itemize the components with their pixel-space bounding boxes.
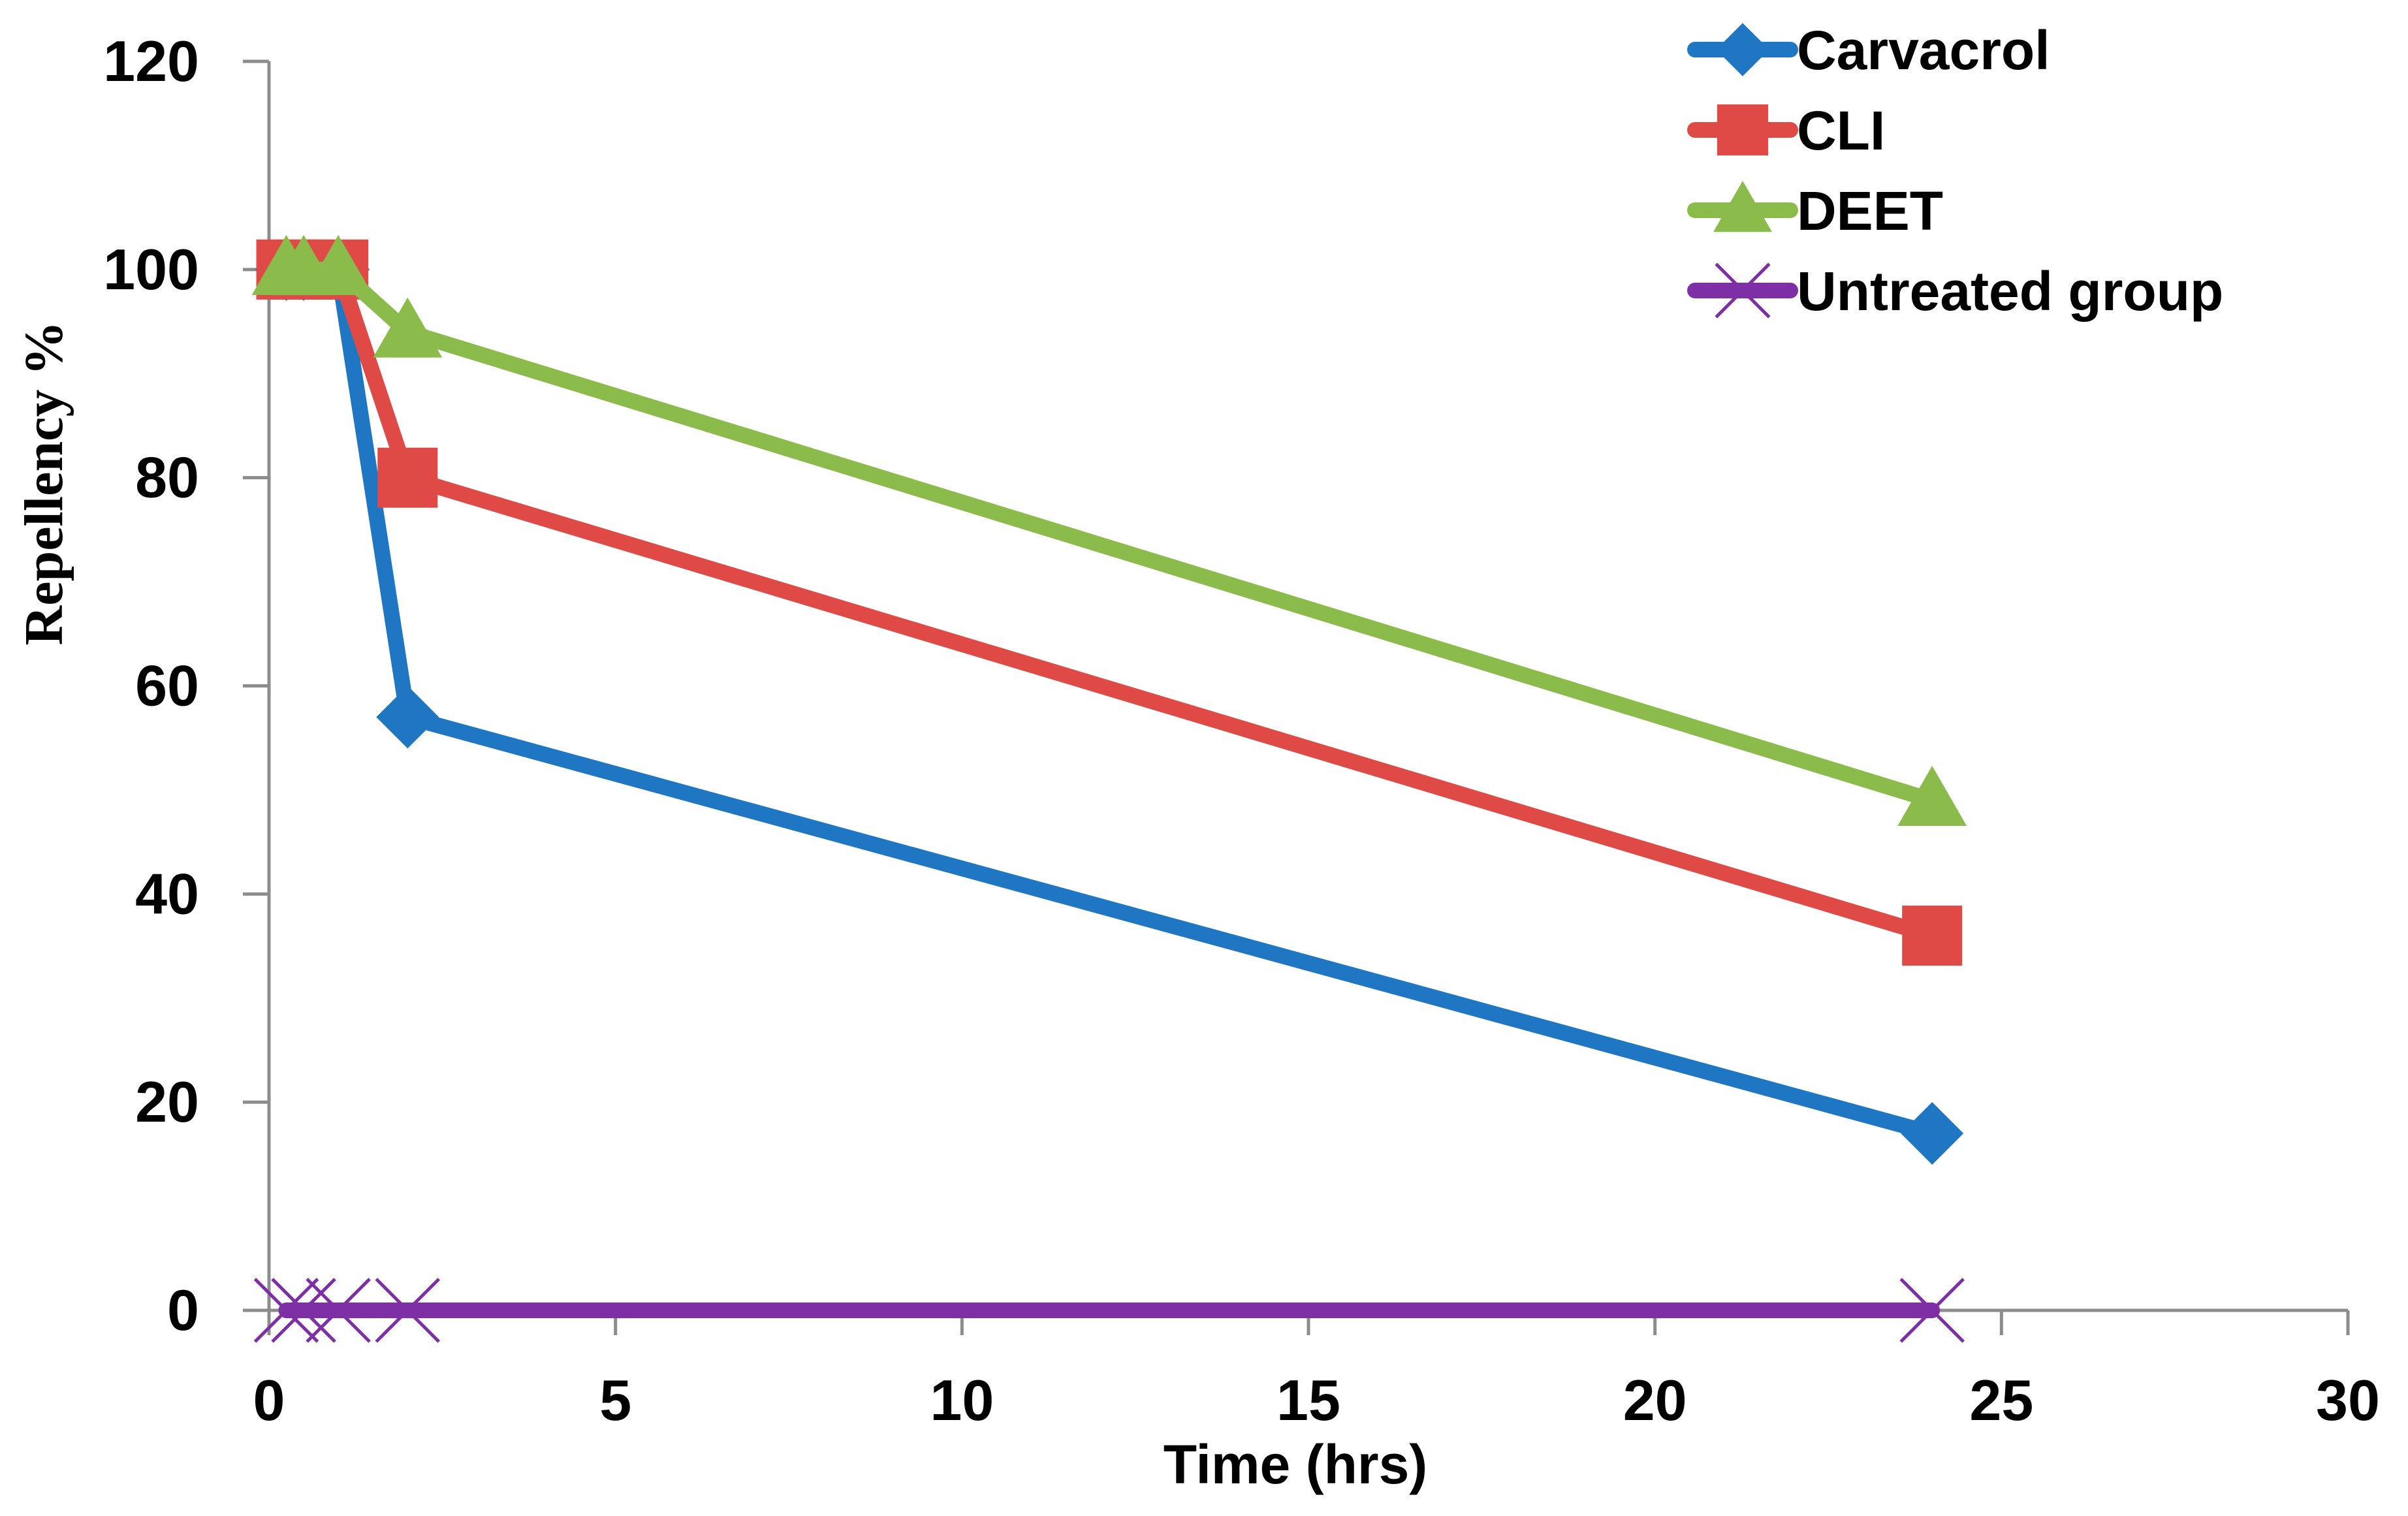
series-line-carvacrol <box>278 261 1941 1141</box>
series-untreated-group <box>253 1278 1965 1343</box>
legend-marker <box>1716 23 1769 76</box>
x-tick-label: 0 <box>253 1368 285 1432</box>
legend-label: CLI <box>1797 100 1885 161</box>
data-point-carvacrol <box>1901 1101 1964 1165</box>
legend-label: Carvacrol <box>1797 20 2050 81</box>
data-point-carvacrol <box>376 686 439 749</box>
legend-label: DEET <box>1797 180 1943 242</box>
legend-marker <box>1715 262 1771 319</box>
y-tick-label: 0 <box>167 1278 199 1342</box>
data-point-untreated-group <box>1899 1278 1965 1343</box>
data-point-untreated-group <box>375 1278 441 1343</box>
legend-marker <box>1717 104 1769 156</box>
series-deet <box>251 234 1967 826</box>
y-tick-label: 120 <box>103 29 199 93</box>
x-tick-label: 30 <box>2316 1368 2380 1432</box>
legend-label: Untreated group <box>1797 261 2223 322</box>
legend-marker <box>1713 181 1772 232</box>
legend-item-carvacrol: Carvacrol <box>1687 20 2050 81</box>
series-layer <box>251 234 1967 1343</box>
y-tick-label: 20 <box>135 1069 199 1134</box>
y-tick-label: 60 <box>135 654 199 718</box>
x-axis-title: Time (hrs) <box>1164 1434 1428 1495</box>
y-tick-label: 40 <box>135 861 199 926</box>
data-point-cli <box>1902 906 1963 966</box>
x-marker-stroke <box>271 1278 336 1343</box>
x-marker-stroke <box>1899 1278 1965 1343</box>
data-point-untreated-group <box>306 1278 371 1343</box>
data-point-deet <box>304 234 373 295</box>
y-axis-title: Repellency % <box>14 321 74 646</box>
legend-item-deet: DEET <box>1687 180 1943 242</box>
legend: Carvacrol CLI DEET Untreated group <box>1687 20 2223 322</box>
x-tick-label: 15 <box>1276 1368 1340 1432</box>
data-point-deet <box>373 297 443 358</box>
series-line-deet <box>278 261 1941 808</box>
x-marker-stroke <box>253 1278 319 1343</box>
y-tick-label: 80 <box>135 445 199 510</box>
x-marker-stroke <box>375 1278 441 1343</box>
x-tick-label: 20 <box>1623 1368 1687 1432</box>
x-tick-label: 10 <box>930 1368 994 1432</box>
x-marker-stroke <box>1715 262 1771 319</box>
series-carvacrol <box>255 238 1964 1165</box>
x-tick-label: 5 <box>599 1368 631 1432</box>
y-tick-label: 100 <box>103 237 199 302</box>
data-point-untreated-group <box>271 1278 336 1343</box>
data-point-untreated-group <box>253 1278 319 1343</box>
data-point-cli <box>377 447 438 508</box>
legend-item-cli: CLI <box>1687 100 1885 161</box>
legend-item-untreated-group: Untreated group <box>1687 261 2223 322</box>
data-point-deet <box>1897 765 1967 826</box>
series-cli <box>256 239 1963 966</box>
x-tick-label: 25 <box>1969 1368 2033 1432</box>
x-marker-stroke <box>306 1278 371 1343</box>
